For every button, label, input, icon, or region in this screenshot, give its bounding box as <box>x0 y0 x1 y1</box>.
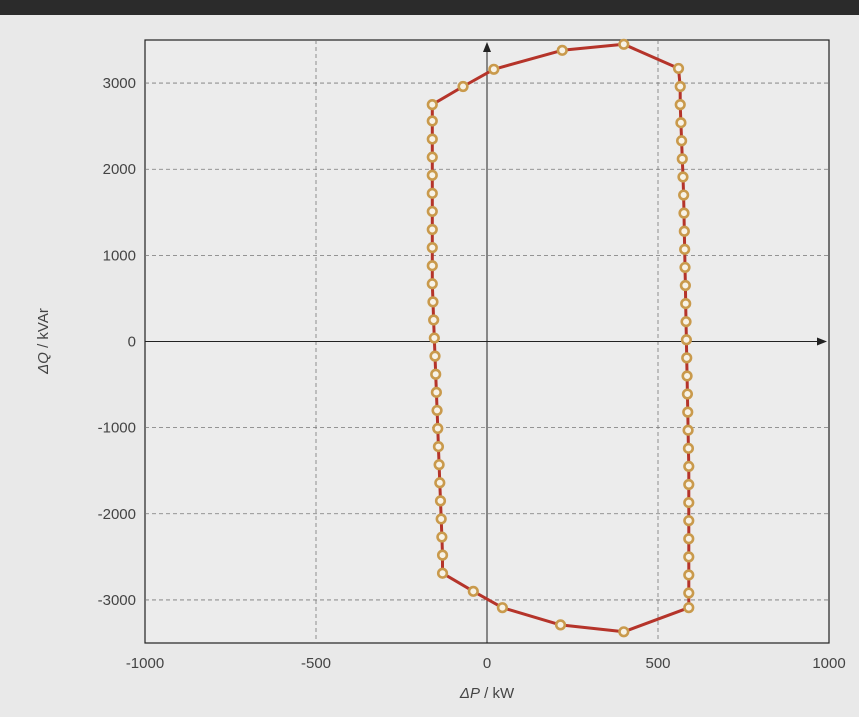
data-point-marker <box>684 462 693 471</box>
y-tick-label: 2000 <box>103 161 136 178</box>
y-tick-label: -2000 <box>98 506 136 523</box>
data-point-marker <box>680 227 689 236</box>
data-point-marker <box>438 533 447 542</box>
data-point-marker <box>684 553 693 562</box>
data-point-marker <box>433 424 442 433</box>
data-point-marker <box>428 117 437 126</box>
data-point-marker <box>681 263 690 272</box>
data-point-marker <box>428 225 437 234</box>
data-point-marker <box>676 82 685 91</box>
data-point-marker <box>681 299 690 308</box>
data-point-marker <box>428 153 437 162</box>
data-point-marker <box>498 603 507 612</box>
y-tick-label: 0 <box>128 334 136 351</box>
data-point-marker <box>436 478 445 487</box>
data-point-marker <box>683 372 692 381</box>
data-point-marker <box>436 497 445 506</box>
data-point-marker <box>428 100 437 109</box>
data-point-marker <box>684 516 693 525</box>
y-axis-label-symbol: ΔQ <box>35 352 52 375</box>
y-tick-label: -3000 <box>98 592 136 609</box>
data-point-marker <box>683 390 692 399</box>
y-tick-label: 1000 <box>103 247 136 264</box>
y-axis-label: ΔQ / kVAr <box>35 308 52 375</box>
data-point-marker <box>684 603 693 612</box>
data-point-marker <box>679 191 688 200</box>
y-axis-label-unit: / kVAr <box>35 308 52 352</box>
data-point-marker <box>676 100 685 109</box>
y-tick-label: 3000 <box>103 75 136 92</box>
data-point-marker <box>682 317 691 326</box>
data-point-marker <box>438 551 447 560</box>
data-point-marker <box>431 352 440 361</box>
data-point-marker <box>677 118 686 127</box>
data-point-marker <box>684 571 693 580</box>
data-point-marker <box>433 406 442 415</box>
data-point-marker <box>682 335 691 344</box>
data-point-marker <box>677 136 686 145</box>
data-point-marker <box>679 173 688 182</box>
data-point-marker <box>684 498 693 507</box>
y-tick-label: -1000 <box>98 420 136 437</box>
x-axis-label: ΔP / kW <box>459 685 515 702</box>
data-point-marker <box>429 298 438 307</box>
x-tick-label: -1000 <box>126 655 164 672</box>
data-point-marker <box>684 534 693 543</box>
data-point-marker <box>490 65 499 74</box>
data-point-marker <box>620 628 629 637</box>
data-point-marker <box>429 316 438 325</box>
data-point-marker <box>435 460 444 469</box>
data-point-marker <box>558 46 567 55</box>
x-axis-label-symbol: ΔP <box>459 685 480 702</box>
x-tick-label: -500 <box>301 655 331 672</box>
data-point-marker <box>684 444 693 453</box>
data-point-marker <box>556 621 565 630</box>
data-point-marker <box>683 408 692 417</box>
data-point-marker <box>428 207 437 216</box>
data-point-marker <box>469 587 478 596</box>
data-point-marker <box>428 279 437 288</box>
data-point-marker <box>684 426 693 435</box>
x-tick-label: 1000 <box>812 655 845 672</box>
x-tick-label: 500 <box>645 655 670 672</box>
data-point-marker <box>434 442 443 451</box>
data-point-marker <box>681 281 690 290</box>
data-point-marker <box>678 155 687 164</box>
data-point-marker <box>431 370 440 379</box>
x-axis-label-unit: / kW <box>480 685 515 702</box>
data-point-marker <box>428 243 437 252</box>
data-point-marker <box>674 64 683 73</box>
data-point-marker <box>428 171 437 180</box>
data-point-marker <box>680 209 689 218</box>
x-tick-label: 0 <box>483 655 491 672</box>
data-point-marker <box>438 569 447 578</box>
data-point-marker <box>428 189 437 198</box>
data-point-marker <box>428 261 437 270</box>
data-point-marker <box>432 388 441 397</box>
data-point-marker <box>680 245 689 254</box>
data-point-marker <box>684 589 693 598</box>
data-point-marker <box>459 82 468 91</box>
data-point-marker <box>437 515 446 524</box>
data-point-marker <box>620 40 629 49</box>
data-point-marker <box>684 480 693 489</box>
data-point-marker <box>682 354 691 363</box>
data-point-marker <box>430 334 439 343</box>
data-point-marker <box>428 135 437 144</box>
